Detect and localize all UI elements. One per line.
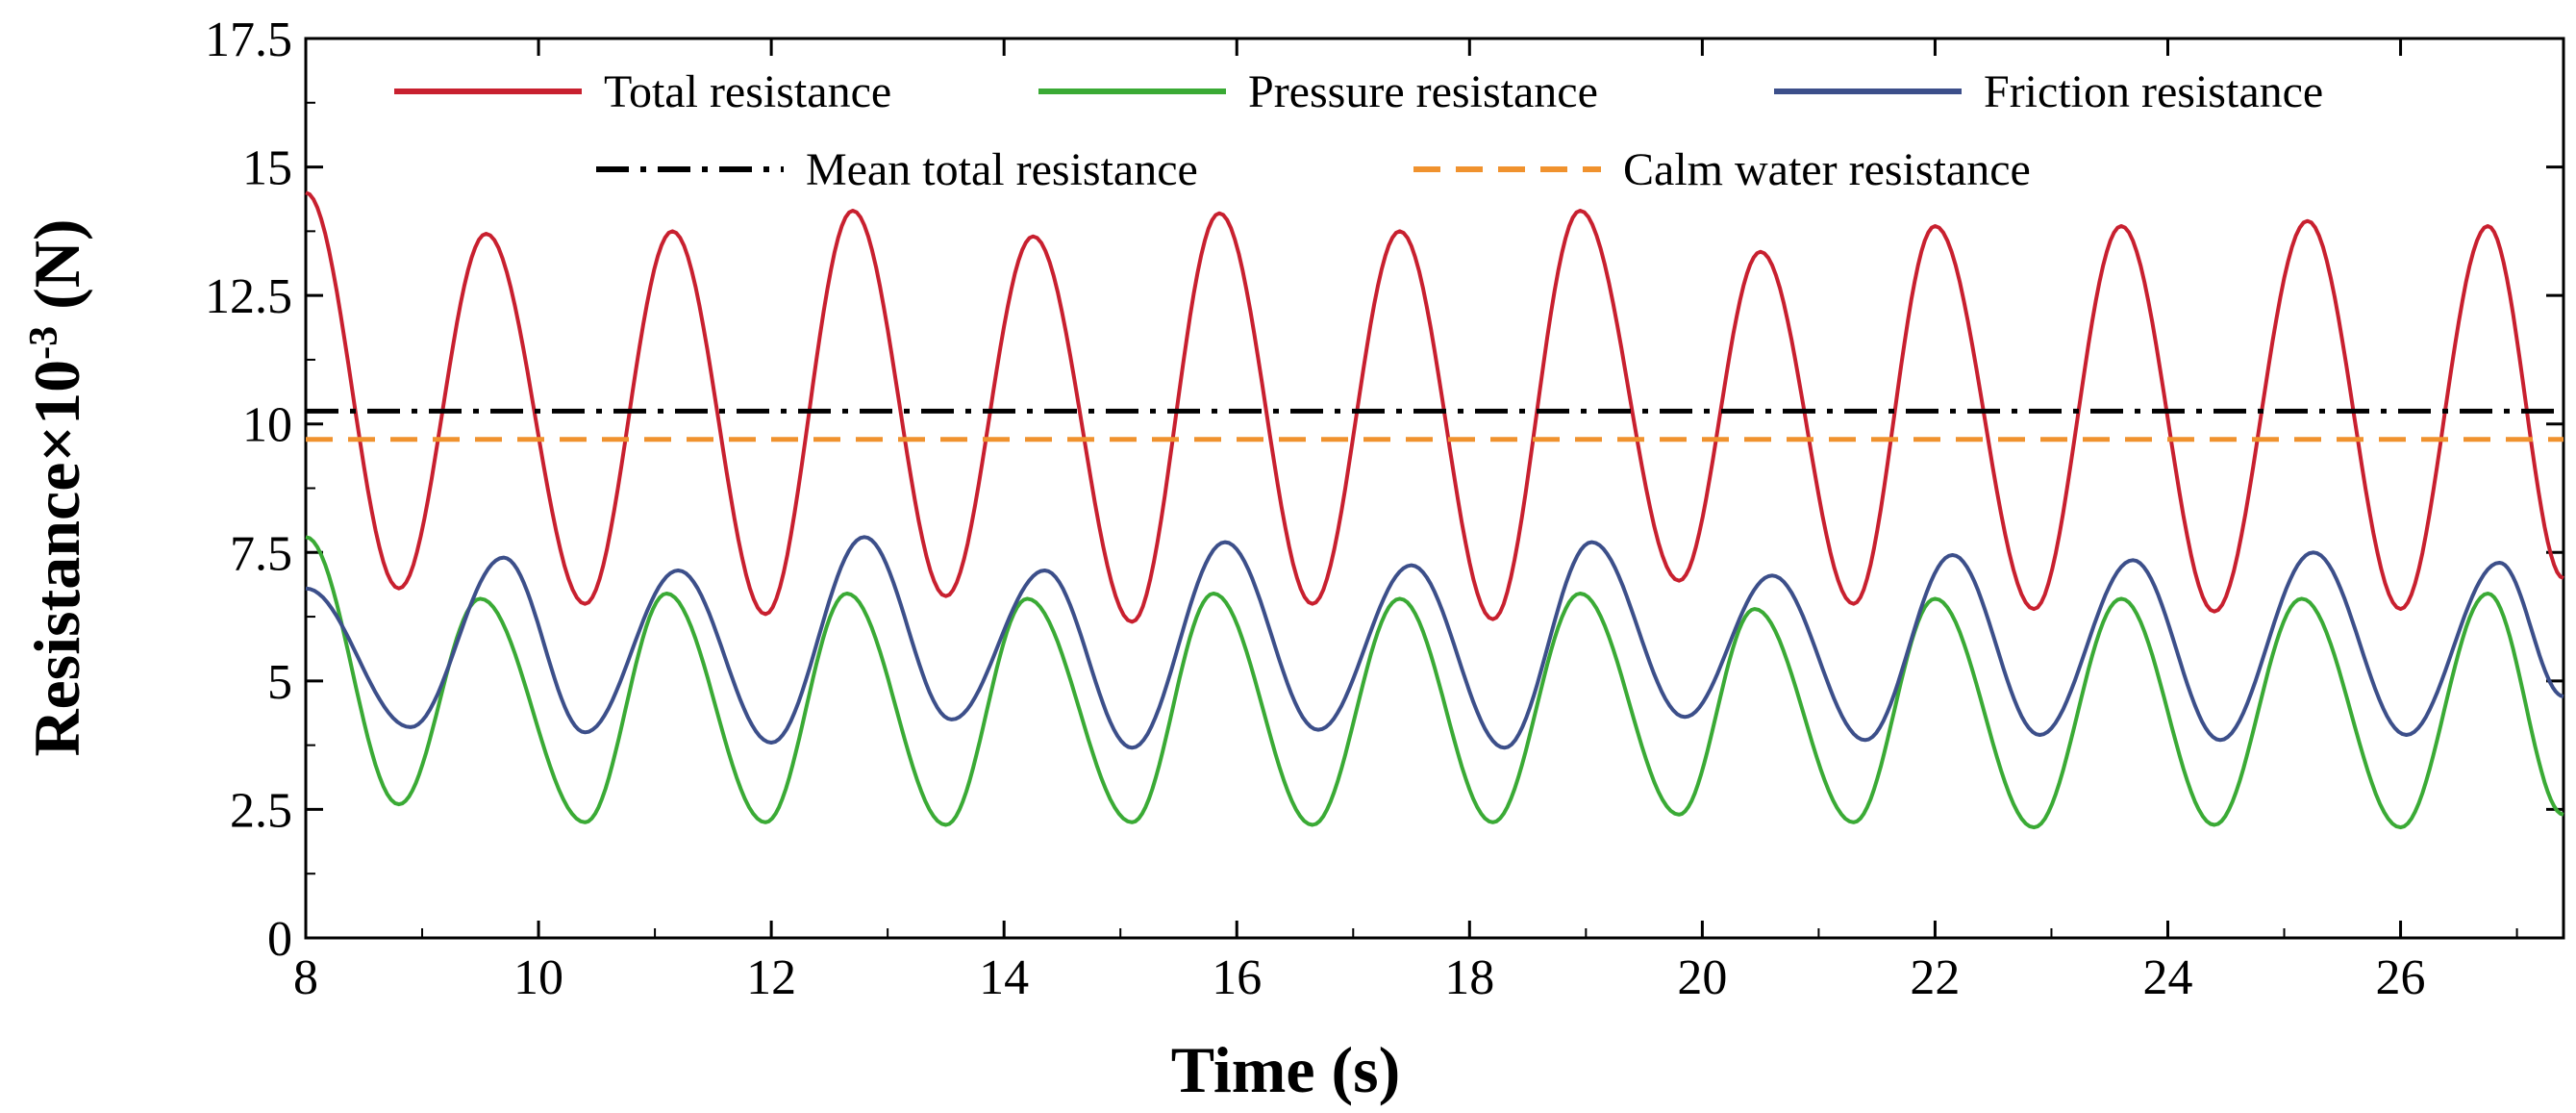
x-tick-label-26: 26 [2376,950,2426,1005]
x-tick-label-24: 24 [2142,950,2192,1005]
y-axis-title-exponent: -3 [22,326,66,360]
y-tick-label-15: 15 [242,141,292,196]
legend-label-mean-total-resistance: Mean total resistance [806,144,1198,195]
y-tick-label-5: 5 [267,655,292,710]
x-tick-label-8: 8 [293,950,318,1005]
y-tick-label-12.5: 12.5 [205,269,292,324]
x-tick-label-18: 18 [1444,950,1494,1005]
x-tick-label-14: 14 [979,950,1029,1005]
y-axis-title-main: Resistance×10 [20,360,93,757]
series-line-total-resistance [305,190,2564,624]
legend-label-pressure-resistance: Pressure resistance [1248,66,1598,117]
x-tick-label-12: 12 [746,950,796,1005]
y-tick-label-7.5: 7.5 [230,526,292,581]
y-tick-label-2.5: 2.5 [230,783,292,838]
x-tick-label-20: 20 [1677,950,1727,1005]
x-tick-label-16: 16 [1212,950,1262,1005]
plot-frame [304,37,2565,940]
y-axis-title-unit: (N) [20,218,93,325]
legend-label-total-resistance: Total resistance [604,66,891,117]
x-tick-label-10: 10 [513,950,563,1005]
legend: Total resistance Pressure resistance Fri… [394,66,2323,195]
y-tick-label-10: 10 [242,398,292,453]
series-line-pressure-resistance [305,535,2564,830]
y-tick-label-17.5: 17.5 [205,13,292,67]
y-axis-title: Resistance×10-3 (N) [20,218,93,756]
x-axis-title: Time (s) [1171,1033,1401,1106]
x-tick-label-22: 22 [1910,950,1960,1005]
series-line-friction-resistance [305,535,2564,750]
legend-label-calm-water-resistance: Calm water resistance [1623,144,2031,195]
legend-label-friction-resistance: Friction resistance [1984,66,2323,117]
y-tick-label-0: 0 [267,912,292,967]
